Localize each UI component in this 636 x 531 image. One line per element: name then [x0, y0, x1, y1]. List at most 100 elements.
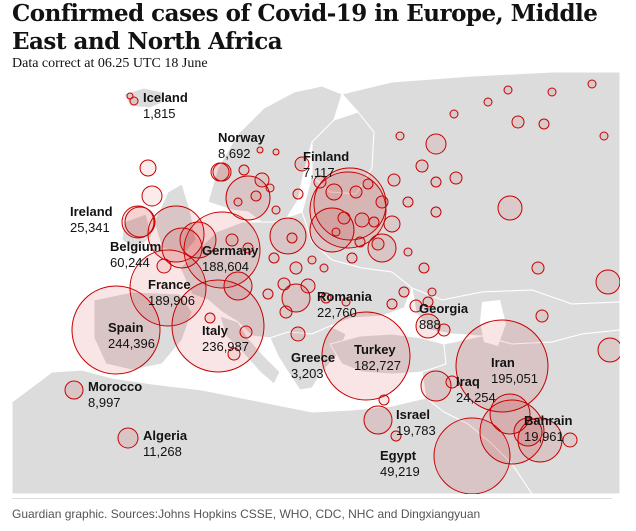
minor-bubble — [449, 109, 459, 119]
minor-bubble — [597, 337, 620, 363]
minor-bubble — [141, 185, 163, 207]
minor-bubble — [375, 195, 389, 209]
bubble-germany — [183, 211, 261, 289]
minor-bubble — [403, 247, 413, 257]
minor-bubble — [254, 172, 270, 188]
bubble-kuwait — [489, 393, 531, 435]
label-iraq-name: Iraq — [456, 374, 480, 389]
label-italy-cases: 236,987 — [202, 339, 249, 354]
minor-bubble — [386, 298, 398, 310]
minor-bubble — [402, 196, 414, 208]
minor-bubble — [437, 323, 451, 337]
bubble-egypt — [433, 417, 511, 494]
label-belgium-name: Belgium — [110, 239, 161, 254]
minor-bubble — [354, 236, 366, 248]
label-turkey-cases: 182,727 — [354, 358, 401, 373]
label-bahrain-name: Bahrain — [524, 413, 572, 428]
minor-bubble — [449, 171, 463, 185]
minor-bubble — [395, 131, 405, 141]
label-ireland-name: Ireland — [70, 204, 113, 219]
minor-bubble — [250, 190, 262, 202]
minor-bubble — [547, 87, 557, 97]
label-israel-cases: 19,783 — [396, 423, 436, 438]
minor-bubble — [225, 233, 239, 247]
minor-bubble — [430, 206, 442, 218]
land-layer — [12, 72, 620, 494]
minor-bubble — [238, 164, 250, 176]
label-israel-name: Israel — [396, 407, 430, 422]
label-germany-name: Germany — [202, 243, 259, 258]
minor-bubble — [320, 292, 332, 304]
minor-bubble — [371, 237, 385, 251]
bubble-poland — [269, 217, 307, 255]
bubble-lebanon — [378, 394, 390, 406]
label-romania-name: Romania — [317, 289, 373, 304]
label-greece-name: Greece — [291, 350, 335, 365]
minor-bubble — [331, 227, 341, 237]
minor-bubble — [233, 197, 243, 207]
land-iberia — [93, 291, 193, 371]
minor-bubble — [422, 296, 434, 308]
land-north-africa — [12, 369, 533, 494]
bubble-russia — [309, 171, 387, 249]
minor-bubble — [427, 287, 437, 297]
minor-bubbles — [121, 79, 620, 448]
label-morocco-cases: 8,997 — [88, 395, 121, 410]
minor-bubble — [398, 286, 410, 298]
label-finland-cases: 7,117 — [303, 165, 335, 180]
label-france-cases: 189,906 — [148, 293, 195, 308]
label-algeria-name: Algeria — [143, 428, 188, 443]
label-georgia-cases: 888 — [419, 317, 441, 332]
label-norway-name: Norway — [218, 130, 266, 145]
bubble-saudi — [479, 399, 545, 465]
bubble-sweden — [225, 175, 271, 221]
minor-bubble — [531, 261, 545, 275]
bubble-georgia — [415, 313, 441, 339]
minor-bubble — [418, 262, 430, 274]
minor-bubble — [483, 97, 493, 107]
bubble-map: Iceland 1,815 Norway 8,692 Finland 7,117… — [12, 72, 620, 494]
minor-bubble — [256, 146, 264, 154]
minor-bubble — [313, 175, 327, 189]
bubble-italy — [171, 279, 265, 373]
bubble-greece — [290, 326, 306, 342]
minor-bubble — [599, 131, 609, 141]
minor-bubble — [362, 178, 374, 190]
label-norway-cases: 8,692 — [218, 146, 251, 161]
minor-bubble — [121, 205, 155, 239]
bubble-netherlands — [179, 221, 217, 259]
minor-bubble — [319, 263, 329, 273]
minor-bubble — [265, 183, 275, 193]
minor-bubble — [227, 347, 241, 361]
minor-bubble — [595, 269, 620, 295]
map-svg: Iceland 1,815 Norway 8,692 Finland 7,117… — [12, 72, 620, 494]
minor-bubble — [341, 297, 351, 307]
label-spain-cases: 244,396 — [108, 336, 155, 351]
label-iceland-cases: 1,815 — [143, 106, 176, 121]
minor-bubble — [279, 305, 293, 319]
minor-bubble — [300, 278, 316, 294]
minor-bubble — [139, 159, 157, 177]
minor-bubble — [268, 252, 280, 264]
label-greece-cases: 3,203 — [291, 366, 324, 381]
bubble-algeria — [117, 427, 139, 449]
minor-bubble — [390, 430, 402, 442]
minor-bubble — [430, 176, 442, 188]
bubble-qatar — [517, 417, 563, 463]
bubble-romania — [281, 283, 311, 313]
label-spain-name: Spain — [108, 320, 143, 335]
minor-bubble — [272, 148, 280, 156]
bubble-spain — [71, 285, 161, 375]
minor-bubble — [415, 159, 429, 173]
label-france-name: France — [148, 277, 191, 292]
minor-bubble — [349, 185, 363, 199]
minor-bubble — [262, 288, 274, 300]
bubble-iran — [455, 319, 549, 413]
label-turkey-name: Turkey — [354, 342, 396, 357]
bubble-belarus — [309, 207, 355, 253]
minor-bubble — [425, 133, 447, 155]
minor-bubble — [242, 242, 254, 254]
bubble-israel — [363, 405, 393, 435]
minor-bubble — [535, 309, 549, 323]
label-georgia-name: Georgia — [419, 301, 469, 316]
